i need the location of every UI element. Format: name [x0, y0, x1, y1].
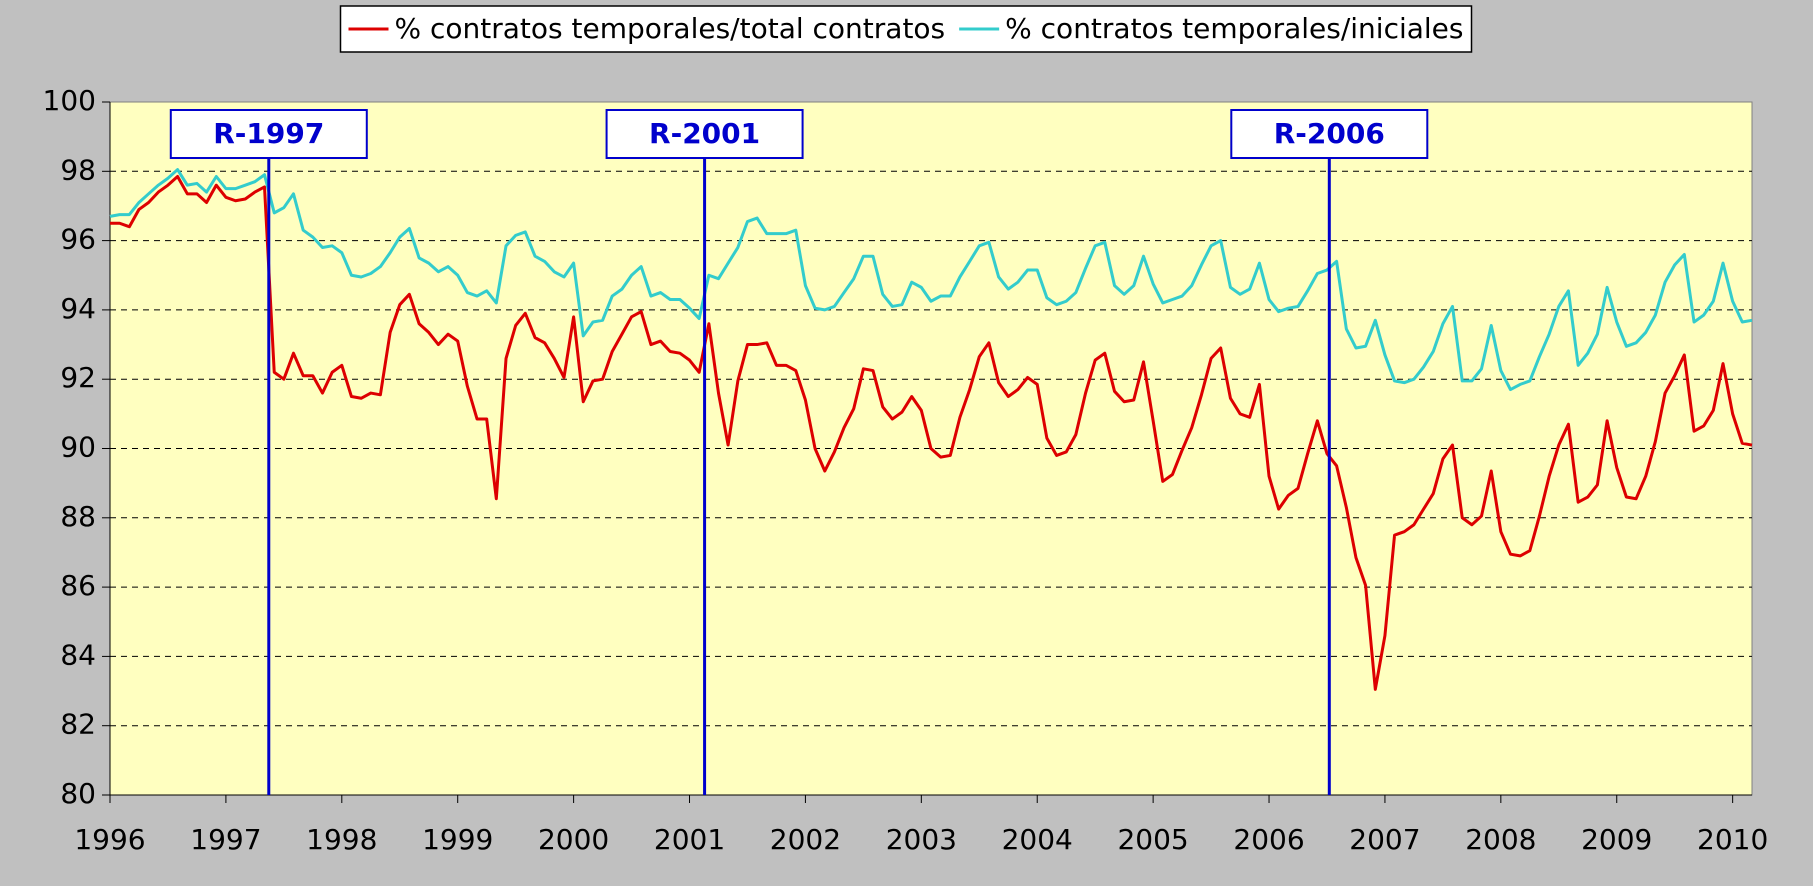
annotation-box: [1230, 109, 1429, 159]
y-tick-label: 100: [43, 84, 96, 117]
y-tick-label: 88: [60, 500, 96, 533]
y-tick-label: 98: [60, 153, 96, 186]
x-tick-label: 1999: [422, 823, 493, 856]
x-tick-label: 1996: [74, 823, 145, 856]
annotation-box: [605, 109, 804, 159]
annotation-label: R-2001: [649, 117, 760, 150]
x-tick-label: 2002: [770, 823, 841, 856]
legend-label: % contratos temporales/iniciales: [1005, 12, 1463, 45]
y-tick-label: 90: [60, 431, 96, 464]
y-tick-label: 96: [60, 223, 96, 256]
x-tick-label: 1997: [190, 823, 261, 856]
legend: [339, 5, 1473, 53]
y-tick-label: 82: [60, 708, 96, 741]
x-tick-label: 2003: [886, 823, 957, 856]
annotation-label: R-1997: [213, 117, 324, 150]
x-tick-label: 1998: [306, 823, 377, 856]
x-tick-label: 2009: [1581, 823, 1652, 856]
x-tick-label: 2001: [654, 823, 725, 856]
series-line: [109, 168, 1753, 392]
annotation-label: R-2006: [1274, 117, 1385, 150]
x-tick-label: 2008: [1465, 823, 1536, 856]
x-tick-label: 2004: [1002, 823, 1073, 856]
y-tick-label: 86: [60, 569, 96, 602]
x-tick-label: 2000: [538, 823, 609, 856]
x-tick-label: 2010: [1697, 823, 1768, 856]
x-tick-label: 2007: [1349, 823, 1420, 856]
y-tick-label: 84: [60, 638, 96, 671]
x-tick-label: 2006: [1233, 823, 1304, 856]
annotation-box: [169, 109, 368, 159]
legend-label: % contratos temporales/total contratos: [395, 12, 946, 45]
y-tick-label: 92: [60, 361, 96, 394]
x-tick-label: 2005: [1117, 823, 1188, 856]
y-tick-label: 80: [60, 777, 96, 810]
y-tick-label: 94: [60, 292, 96, 325]
series-line: [110, 175, 1753, 691]
